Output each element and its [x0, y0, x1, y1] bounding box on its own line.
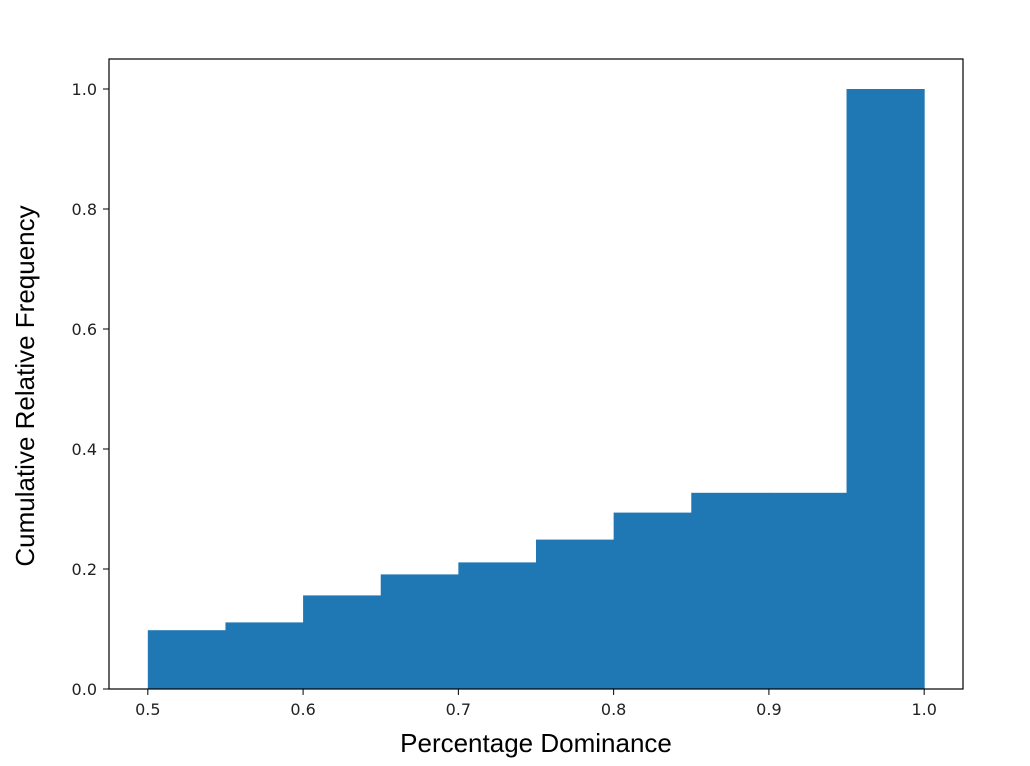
y-tick-label: 1.0: [72, 80, 97, 99]
y-axis-ticks: 0.0 0.2 0.4 0.6 0.8 1.0: [72, 80, 109, 699]
x-tick-label: 0.8: [601, 700, 626, 719]
x-tick-label: 0.9: [756, 700, 781, 719]
histogram-bar: [147, 630, 226, 689]
histogram-bar: [458, 562, 537, 689]
x-axis-label: Percentage Dominance: [400, 728, 672, 758]
y-axis-label: Cumulative Relative Frequency: [10, 205, 40, 566]
x-axis-ticks: 0.5 0.6 0.7 0.8 0.9 1.0: [135, 689, 937, 719]
x-tick-label: 1.0: [911, 700, 936, 719]
x-tick-label: 0.7: [446, 700, 471, 719]
x-tick-label: 0.6: [290, 700, 315, 719]
histogram-bars: [147, 89, 925, 689]
histogram-bar: [768, 492, 848, 689]
y-tick-label: 0.4: [72, 440, 97, 459]
histogram-bar: [846, 89, 925, 689]
y-tick-label: 0.2: [72, 560, 97, 579]
histogram-bar: [380, 574, 459, 689]
histogram-bar: [303, 595, 382, 689]
x-tick-label: 0.5: [135, 700, 160, 719]
y-tick-label: 0.8: [72, 200, 97, 219]
histogram-bar: [536, 539, 615, 689]
y-tick-label: 0.0: [72, 680, 97, 699]
histogram-bar: [613, 512, 692, 689]
plot-frame: [108, 58, 964, 690]
histogram-bar: [225, 622, 304, 689]
histogram-bar: [691, 492, 770, 689]
y-tick-label: 0.6: [72, 320, 97, 339]
